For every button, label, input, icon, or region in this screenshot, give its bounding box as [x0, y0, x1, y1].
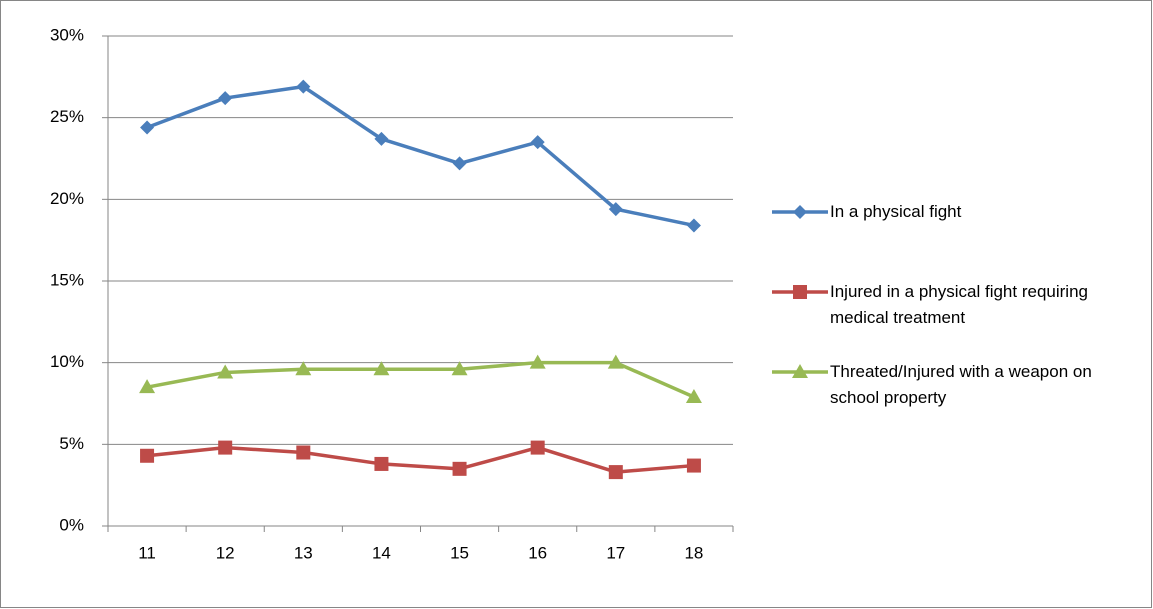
data-point: [607, 354, 624, 369]
y-tick-label: 5%: [59, 434, 84, 453]
data-point: [296, 79, 311, 94]
data-point: [218, 440, 233, 455]
x-tick-label: 17: [606, 543, 625, 562]
x-tick-label: 13: [294, 543, 313, 562]
data-point: [140, 120, 155, 135]
y-tick-label: 25%: [50, 107, 84, 126]
data-point: [452, 156, 467, 171]
data-point: [374, 456, 389, 471]
y-tick-label: 10%: [50, 352, 84, 371]
legend-label: In a physical fight: [830, 202, 962, 221]
data-point: [139, 379, 156, 394]
y-tick-label: 20%: [50, 189, 84, 208]
data-point: [374, 131, 389, 146]
x-tick-label: 16: [528, 543, 547, 562]
data-point: [685, 388, 702, 403]
legend-marker: [792, 364, 808, 378]
data-point: [686, 218, 701, 233]
data-point: [296, 445, 311, 460]
legend-marker: [793, 205, 807, 219]
data-point: [217, 364, 234, 379]
data-point: [451, 361, 468, 376]
series-line: [146, 84, 695, 228]
x-tick-label: 18: [684, 543, 703, 562]
data-point: [218, 91, 233, 106]
legend-label: Injured in a physical fight requiring me…: [830, 282, 1088, 327]
data-point: [452, 461, 467, 476]
y-tick-label: 30%: [50, 25, 84, 44]
legend-label: Threated/Injured with a weapon on school…: [830, 362, 1092, 407]
data-point: [608, 202, 623, 217]
x-tick-label: 12: [216, 543, 235, 562]
data-point: [529, 354, 546, 369]
series-line: [146, 445, 695, 474]
x-tick-label: 14: [372, 543, 391, 562]
data-point: [608, 465, 623, 480]
data-point: [686, 458, 701, 473]
x-tick-label: 15: [450, 543, 469, 562]
y-tick-label: 0%: [59, 515, 84, 534]
data-point: [295, 361, 312, 376]
legend-marker: [793, 285, 807, 299]
data-point: [373, 361, 390, 376]
data-point: [530, 135, 545, 150]
x-tick-label: 11: [138, 543, 156, 562]
y-tick-label: 15%: [50, 270, 84, 289]
data-point: [140, 448, 155, 463]
data-point: [530, 440, 545, 455]
series-line: [146, 360, 695, 399]
